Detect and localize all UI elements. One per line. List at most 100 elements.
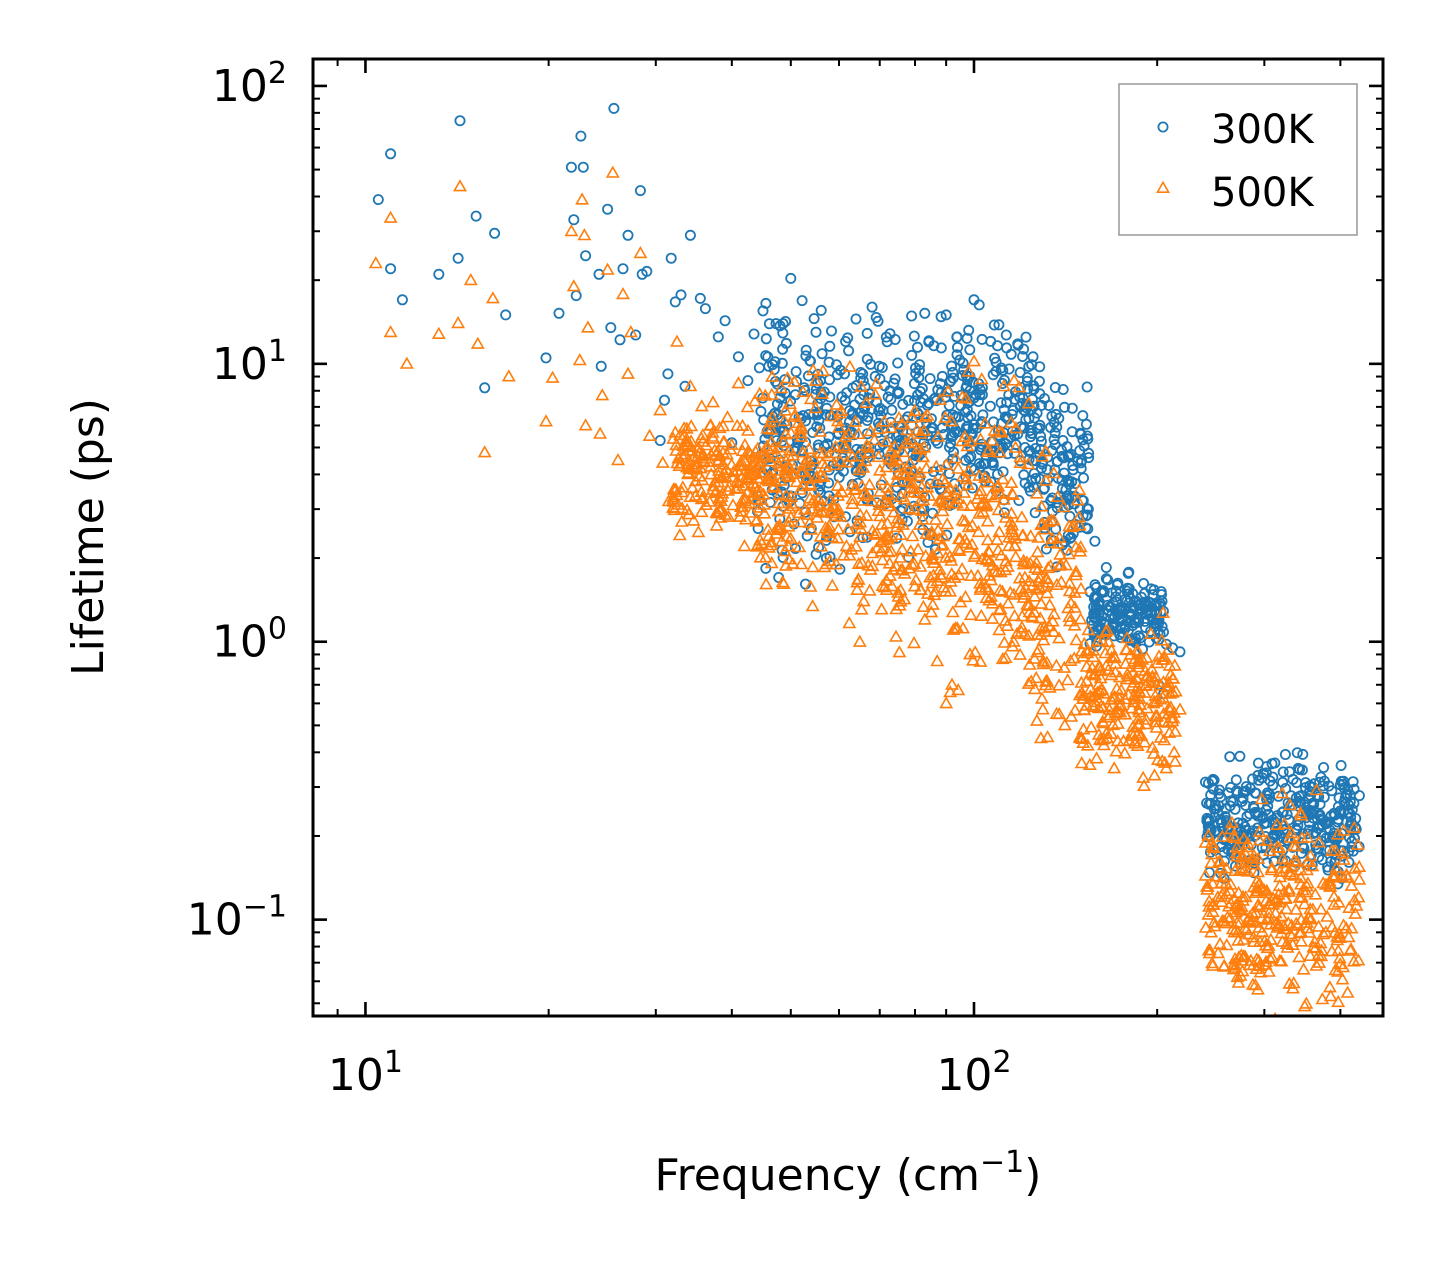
point-500k [922,488,937,501]
point-500k [991,543,1006,556]
point-500k [1060,673,1075,686]
point-500k [1021,628,1036,641]
point-500k [1205,876,1220,889]
point-500k [928,512,943,525]
point-500k [1201,907,1216,920]
point-500k [1234,850,1249,863]
point-500k [1045,531,1060,544]
point-300k [760,297,772,309]
point-500k [575,192,590,205]
point-500k [1294,934,1309,947]
point-500k [710,454,725,468]
point-500k [1005,486,1020,499]
point-500k [961,464,976,477]
point-500k [1131,712,1146,725]
point-500k [902,456,917,469]
point-500k [781,519,796,532]
point-500k [1332,951,1347,964]
point-500k [1130,680,1145,694]
point-500k [769,526,784,539]
point-300k [1027,351,1039,363]
point-300k [993,319,1005,331]
point-500k [1245,851,1260,864]
point-300k [694,292,706,304]
point-500k [1303,848,1318,862]
point-500k [1228,863,1242,877]
point-500k [1211,945,1226,959]
point-300k [843,345,855,357]
point-500k [873,484,888,497]
point-500k [871,421,886,435]
point-500k [933,392,948,405]
point-500k [1059,558,1074,571]
point-500k [1031,642,1046,655]
point-500k [577,228,592,241]
point-300k [800,344,812,356]
point-500k [844,542,859,555]
point-500k [1262,905,1276,919]
point-500k [705,425,720,438]
point-500k [1016,590,1031,603]
point-300k [1250,808,1262,820]
point-300k [850,465,862,477]
point-500k [1341,870,1355,883]
point-500k [778,427,793,440]
point-500k [1202,942,1217,956]
point-500k [1120,631,1134,644]
point-500k [1098,624,1113,638]
point-500k [383,324,398,338]
point-300k [796,295,808,307]
point-300k [1174,646,1186,658]
point-500k [383,210,398,223]
legend-marker-300k [1157,121,1169,133]
point-500k [1017,626,1032,640]
point-500k [1251,864,1266,878]
point-500k [808,400,823,414]
point-500k [875,472,890,486]
point-500k [967,354,981,367]
point-500k [945,677,959,690]
point-500k [1109,744,1124,757]
point-300k [1252,769,1264,781]
point-500k [720,410,735,423]
point-500k [1091,727,1106,740]
point-500k [1014,620,1029,633]
point-500k [694,484,709,498]
point-300k [1111,579,1123,591]
point-300k [1020,331,1032,343]
point-500k [1301,910,1316,923]
point-300k [908,330,920,342]
point-500k [940,517,955,530]
point-500k [750,539,764,552]
point-500k [978,470,993,484]
point-300k [1075,457,1087,469]
point-500k [865,546,880,559]
point-500k [1212,854,1227,867]
point-500k [890,511,905,524]
point-500k [784,489,799,503]
point-300k [1091,604,1103,616]
point-500k [1309,958,1324,971]
point-500k [783,510,798,523]
point-500k [1006,634,1021,647]
point-500k [699,497,713,511]
point-500k [853,529,868,543]
point-300k [1216,822,1228,834]
point-500k [955,389,970,403]
point-300k [1088,626,1100,638]
point-500k [827,457,842,471]
point-300k [396,294,408,306]
point-500k [399,356,414,369]
point-500k [1258,938,1273,951]
point-500k [764,422,779,435]
point-500k [878,495,893,509]
point-300k [947,366,959,378]
point-500k [919,461,934,474]
point-500k [1013,582,1028,595]
point-500k [706,395,720,408]
point-500k [917,440,932,453]
point-500k [851,572,866,585]
point-300k [1042,451,1054,463]
point-500k [1328,963,1343,976]
point-500k [829,557,844,570]
